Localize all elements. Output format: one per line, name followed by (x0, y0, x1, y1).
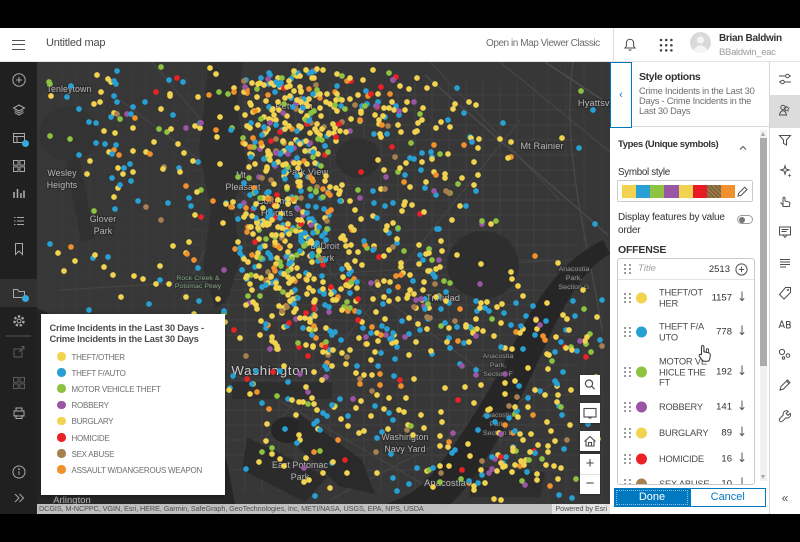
svg-text:Arlington: Arlington (53, 495, 91, 505)
svg-text:Anacostia: Anacostia (483, 353, 514, 360)
svg-text:Wesley: Wesley (47, 168, 77, 178)
svg-text:Tenleytown: Tenleytown (46, 84, 91, 94)
svg-text:Rock Creek &: Rock Creek & (176, 275, 219, 282)
svg-text:Washington: Washington (381, 432, 428, 442)
svg-text:Hyattsvill: Hyattsvill (578, 98, 610, 108)
svg-text:Section G: Section G (559, 284, 590, 291)
svg-text:Park,: Park, (490, 362, 506, 369)
svg-text:Section F: Section F (483, 371, 513, 378)
svg-text:Trinidad: Trinidad (426, 293, 460, 303)
svg-text:Potomac Pkwy: Potomac Pkwy (175, 283, 222, 290)
svg-text:Navy Yard: Navy Yard (384, 444, 425, 454)
svg-text:Park,: Park, (566, 275, 582, 282)
svg-text:Anacostia: Anacostia (559, 266, 590, 273)
svg-text:Glover: Glover (90, 214, 117, 224)
svg-text:Park,: Park, (490, 421, 506, 428)
svg-text:Anacostia: Anacostia (483, 412, 514, 419)
svg-text:Mt Rainier: Mt Rainier (520, 141, 563, 151)
svg-text:Heights: Heights (47, 180, 78, 190)
svg-text:Park: Park (94, 226, 113, 236)
svg-text:Washington: Washington (231, 363, 308, 378)
